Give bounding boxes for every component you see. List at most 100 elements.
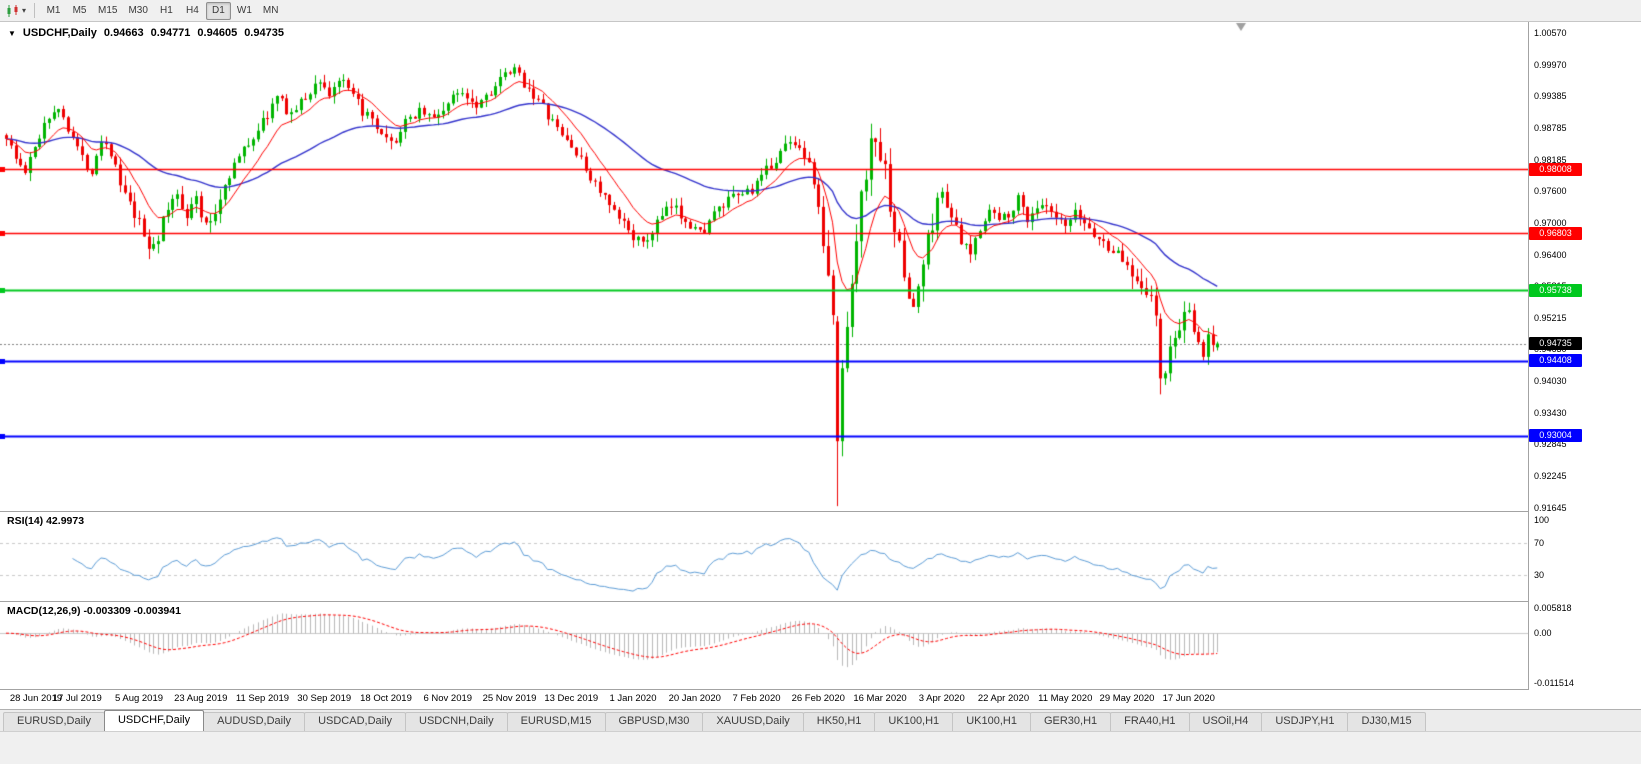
macd-canvas[interactable]: [0, 602, 1528, 689]
timeframe-button-d1[interactable]: D1: [205, 1, 231, 20]
date-axis-label: 30 Sep 2019: [297, 693, 352, 704]
chart-tab-uk100-h1[interactable]: UK100,H1: [952, 712, 1031, 731]
date-axis-label: 1 Jan 2020: [609, 693, 657, 704]
bid-price-badge: 0.94735: [1529, 337, 1582, 351]
chart-tab-usdchf-daily[interactable]: USDCHF,Daily: [103, 710, 205, 731]
main-chart-panel: ▼ USDCHF,Daily 0.94663 0.94771 0.94605 0…: [0, 22, 1528, 511]
ohlc-high: 0.94771: [150, 27, 191, 39]
chart-tab-dj30-m15[interactable]: DJ30,M15: [1347, 712, 1426, 731]
macd-label: MACD(12,26,9) -0.003309 -0.003941: [7, 605, 181, 617]
hline-price-badge[interactable]: 0.94408: [1529, 354, 1582, 368]
date-axis-label: 6 Nov 2019: [423, 693, 473, 704]
price-axis-label: 0.92845: [1534, 439, 1567, 450]
date-axis-label: 26 Feb 2020: [791, 693, 845, 704]
rsi-axis-label: 100: [1534, 515, 1550, 525]
chart-tab-fra40-h1[interactable]: FRA40,H1: [1110, 712, 1190, 731]
date-axis-label: 28 Jun 2019: [9, 693, 63, 704]
date-axis[interactable]: 28 Jun 2019 17 Jul 2019 5 Aug 2019 23 Aug 2…: [0, 690, 1641, 709]
date-axis-label: 13 Dec 2019: [544, 693, 599, 704]
chart-tab-usdjpy-h1[interactable]: USDJPY,H1: [1261, 712, 1349, 731]
date-axis-label: 22 Apr 2020: [977, 693, 1030, 704]
chart-tab-eurusd-m15[interactable]: EURUSD,M15: [506, 712, 606, 731]
price-axis-label: 0.92245: [1534, 471, 1567, 482]
chart-tab-usdcnh-daily[interactable]: USDCNH,Daily: [405, 712, 508, 731]
date-axis-label: 11 Sep 2019: [235, 693, 290, 704]
ohlc-open: 0.94663: [103, 27, 144, 39]
date-axis-label: 5 Aug 2019: [114, 693, 164, 704]
date-axis-label: 3 Apr 2020: [918, 693, 965, 704]
price-axis-label: 0.98185: [1534, 154, 1567, 165]
price-axis-label: 0.98785: [1534, 123, 1567, 133]
chart-tab-uk100-h1[interactable]: UK100,H1: [874, 712, 954, 731]
macd-indicator-panel: MACD(12,26,9) -0.003309 -0.003941: [0, 602, 1528, 689]
date-axis-label: 16 Mar 2020: [853, 693, 907, 704]
price-axis-label: 0.96400: [1534, 249, 1567, 260]
timeframe-button-h1[interactable]: H1: [160, 5, 173, 16]
chart-menu-icon[interactable]: ▼: [8, 28, 16, 38]
chart-tab-hk50-h1[interactable]: HK50,H1: [802, 712, 876, 731]
price-axis[interactable]: 1.00570 0.99970 0.99385 0.98785 0.98185 0.976…: [1528, 22, 1641, 690]
date-axis-label: 25 Nov 2019: [482, 693, 537, 704]
chart-symbol-period: USDCHF,Daily: [22, 27, 97, 39]
timeframe-button-w1[interactable]: W1: [236, 5, 252, 16]
timeframe-button-m15[interactable]: M15: [98, 5, 118, 16]
timeframe-button-h4[interactable]: H4: [186, 5, 199, 16]
candlestick-chart-icon-svg: [7, 4, 18, 17]
chart-tab-audusd-daily[interactable]: AUDUSD,Daily: [203, 712, 306, 731]
date-axis-label: 23 Aug 2019: [174, 693, 228, 704]
date-axis-label: 20 Jan 2020: [668, 693, 721, 704]
chart-tab-ger30-h1[interactable]: GER30,H1: [1029, 712, 1112, 731]
toolbar-divider: [34, 3, 36, 18]
date-axis-label: 17 Jun 2020: [1162, 693, 1215, 704]
rsi-axis-label: 30: [1534, 569, 1545, 580]
chevron-down-icon[interactable]: ▾: [22, 6, 27, 15]
timeframe-button-m1[interactable]: M1: [46, 5, 61, 16]
timeframe-toolbar: ▾ M1 M5 M15 M30 H1 H4 D1 W1 MN: [0, 0, 1641, 22]
price-axis-label: 0.94030: [1534, 376, 1567, 387]
main-chart-canvas[interactable]: [0, 22, 1528, 511]
price-axis-label: 0.93430: [1534, 408, 1567, 418]
rsi-axis-label: 70: [1534, 538, 1545, 549]
hline-price-badge[interactable]: 0.95738: [1529, 283, 1582, 297]
price-axis-label: 0.99970: [1534, 59, 1567, 70]
chart-tab-gbpusd-m30[interactable]: GBPUSD,M30: [604, 712, 704, 731]
rsi-canvas[interactable]: [0, 512, 1528, 601]
macd-axis-label: 0.00: [1534, 628, 1552, 639]
ohlc-close: 0.94735: [244, 27, 284, 39]
chart-tab-eurusd-daily[interactable]: EURUSD,Daily: [3, 712, 105, 731]
price-axis-label: 0.97000: [1534, 218, 1567, 228]
macd-axis-label: 0.005818: [1534, 603, 1572, 613]
price-axis-label: 1.00570: [1534, 28, 1567, 38]
price-axis-label: 0.91645: [1534, 503, 1567, 513]
candlestick-chart-icon[interactable]: [4, 3, 22, 19]
chart-tab-xauusd-daily[interactable]: XAUUSD,Daily: [702, 712, 804, 731]
panel-separator[interactable]: [0, 511, 1641, 512]
timeframe-button-m5[interactable]: M5: [72, 5, 87, 16]
date-axis-label: 17 Jul 2019: [52, 693, 102, 704]
price-axis-label: 0.97600: [1534, 186, 1567, 197]
hline-price-badge[interactable]: 0.93004: [1529, 429, 1582, 443]
chart-tab-usdcad-daily[interactable]: USDCAD,Daily: [304, 712, 407, 731]
panel-separator[interactable]: [0, 601, 1641, 602]
panel-separator: [0, 689, 1641, 690]
date-axis-label: 18 Oct 2019: [360, 693, 412, 704]
chart-title: ▼ USDCHF,Daily 0.94663 0.94771 0.94605 0…: [8, 27, 284, 39]
timeframe-button-mn[interactable]: MN: [262, 5, 279, 16]
timeframe-button-group: M1 M5 M15 M30 H1 H4 D1 W1 MN: [41, 1, 283, 20]
chart-tab-usoil-h4[interactable]: USOil,H4: [1188, 712, 1263, 731]
macd-axis-label: -0.011514: [1534, 678, 1574, 688]
chart-tab-bar: EURUSD,Daily USDCHF,Daily AUDUSD,Daily USDC…: [0, 709, 1641, 731]
price-axis-label: 0.95215: [1534, 313, 1567, 323]
hline-price-badge[interactable]: 0.98008: [1529, 162, 1582, 176]
date-axis-label: 7 Feb 2020: [732, 693, 781, 704]
status-bar: [0, 731, 1641, 764]
ohlc-low: 0.94605: [197, 27, 238, 39]
date-axis-label: 11 May 2020: [1038, 693, 1093, 704]
price-axis-label: 0.99385: [1534, 91, 1567, 102]
timeframe-button-m30[interactable]: M30: [128, 5, 148, 16]
rsi-indicator-panel: RSI(14) 42.9973: [0, 512, 1528, 601]
hline-price-badge[interactable]: 0.96803: [1529, 226, 1582, 240]
rsi-label: RSI(14) 42.9973: [7, 515, 85, 527]
date-axis-label: 29 May 2020: [1099, 693, 1155, 704]
